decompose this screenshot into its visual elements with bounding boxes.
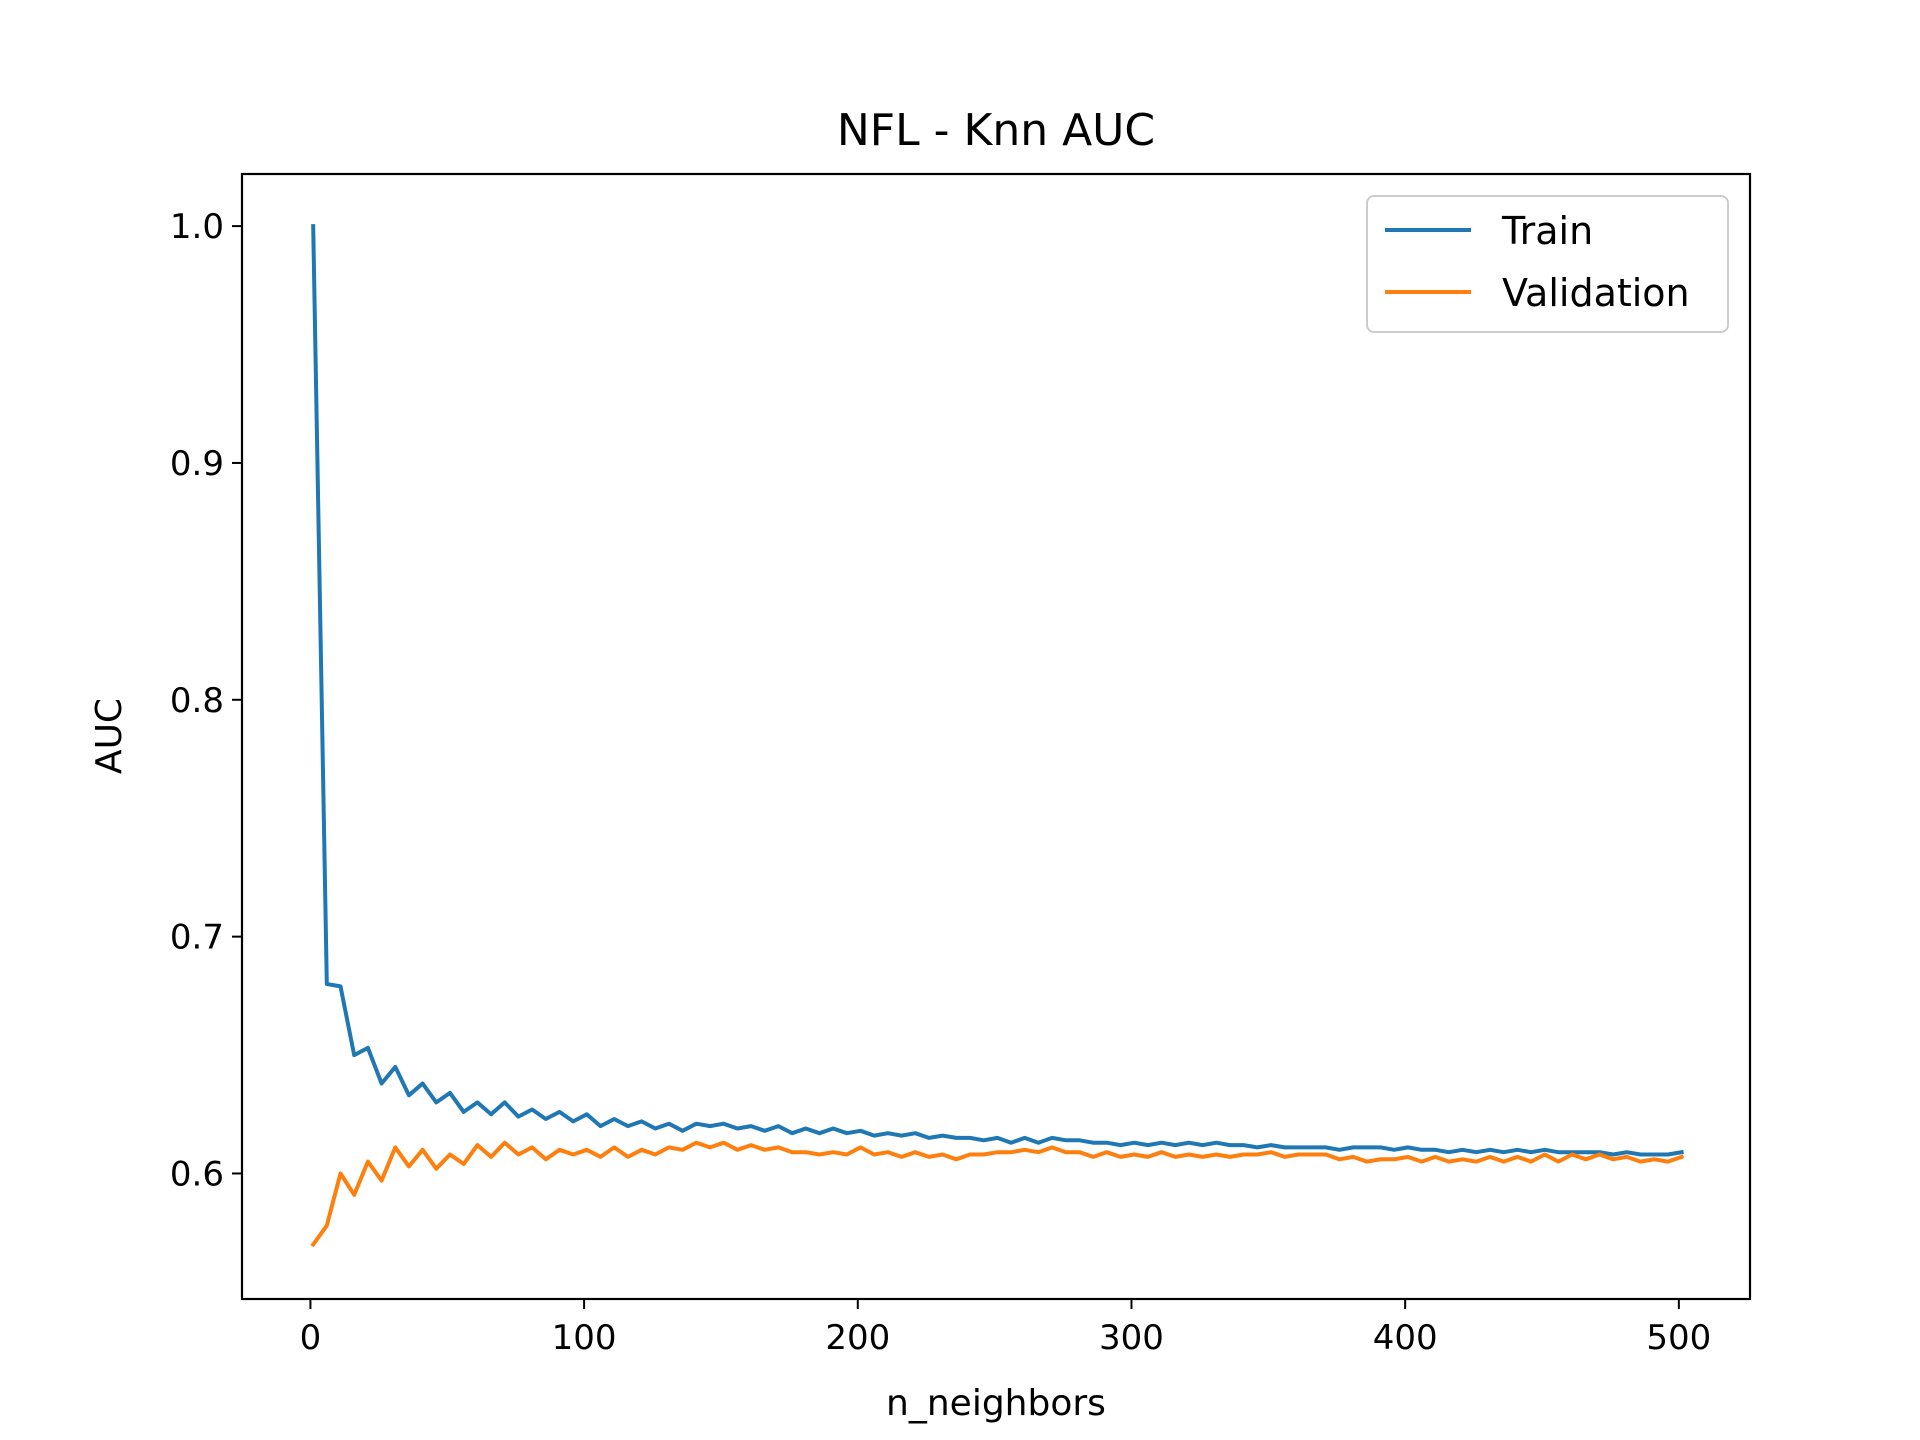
y-tick-label: 0.9 xyxy=(170,444,224,484)
x-tick-label: 500 xyxy=(1646,1318,1711,1358)
legend: Train Validation xyxy=(1366,195,1729,333)
chart-title: NFL - Knn AUC xyxy=(837,105,1155,156)
y-axis-label: AUC xyxy=(89,698,130,774)
x-tick-label: 300 xyxy=(1099,1318,1164,1358)
x-tick-label: 400 xyxy=(1373,1318,1438,1358)
ticks-layer: 0 100 200 300 400 500 0.6 0.7 0.8 0.9 1.0 xyxy=(170,207,1711,1358)
plot-area-frame xyxy=(240,172,1752,1301)
x-tick-label: 200 xyxy=(825,1318,890,1358)
series-line-validation xyxy=(310,1140,1685,1248)
x-axis-label: n_neighbors xyxy=(886,1383,1106,1424)
x-tick-label: 100 xyxy=(552,1318,617,1358)
y-tick-label: 0.6 xyxy=(170,1154,224,1194)
y-tick-label: 0.7 xyxy=(170,918,224,958)
legend-label-train: Train xyxy=(1501,209,1593,253)
y-tick-label: 1.0 xyxy=(170,207,224,247)
series-line-train xyxy=(311,224,1684,1157)
series-layer xyxy=(310,224,1685,1248)
legend-label-validation: Validation xyxy=(1502,271,1690,315)
x-tick-label: 0 xyxy=(300,1318,322,1358)
y-tick-label: 0.8 xyxy=(170,681,224,721)
